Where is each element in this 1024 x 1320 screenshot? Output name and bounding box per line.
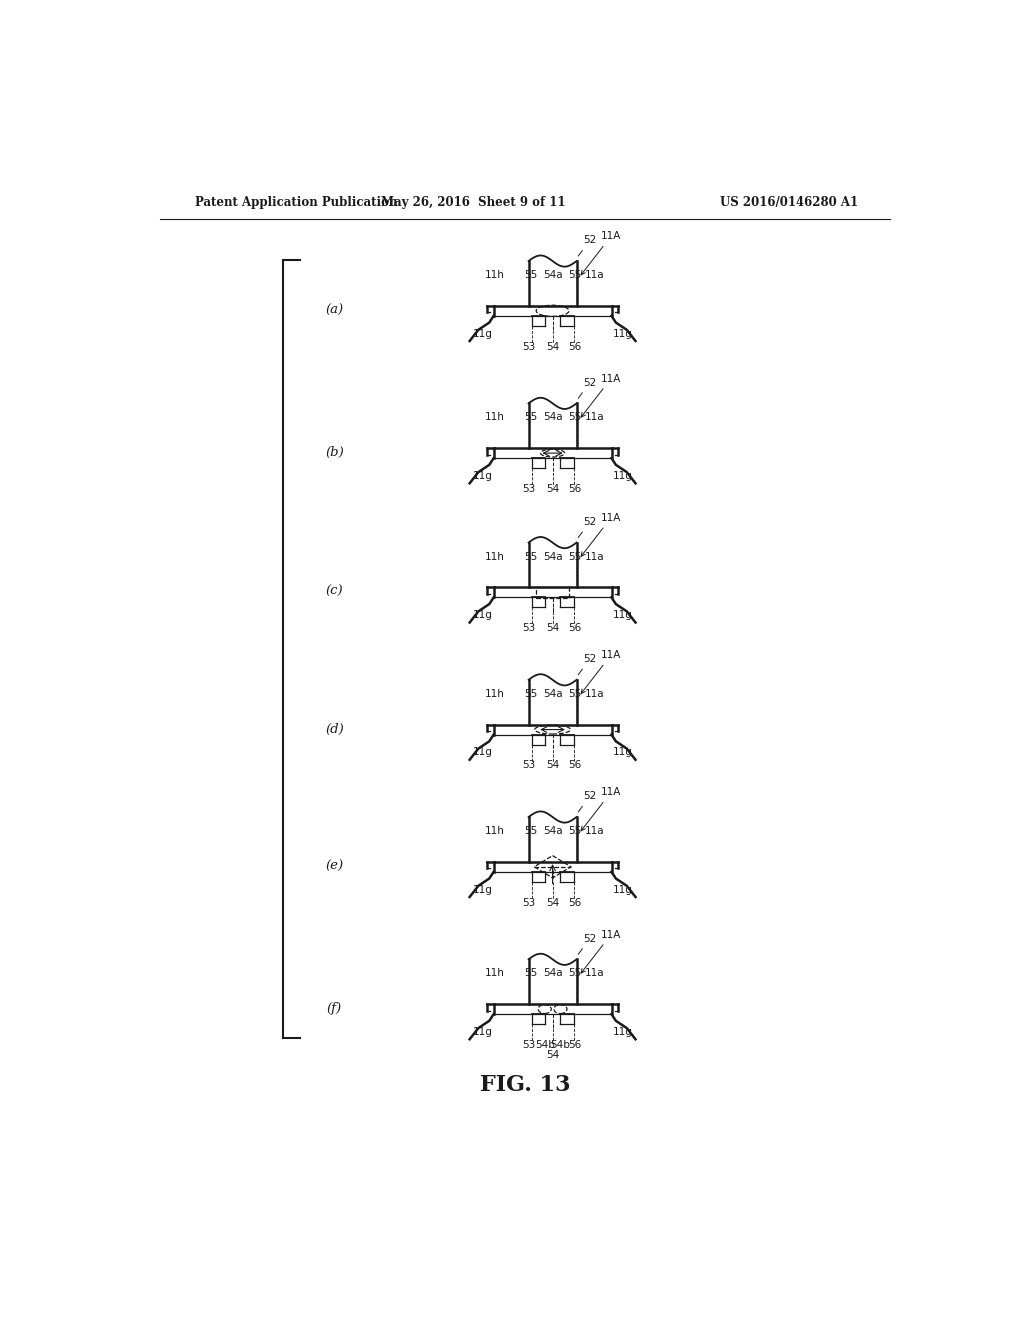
Text: 11g: 11g — [473, 1027, 493, 1038]
Text: 53: 53 — [522, 760, 536, 771]
Text: 52: 52 — [579, 933, 596, 954]
Text: 54a: 54a — [543, 826, 562, 836]
Text: 54b: 54b — [551, 1040, 570, 1049]
Text: 55: 55 — [567, 271, 581, 280]
Text: 11a: 11a — [585, 271, 604, 280]
Text: 52: 52 — [579, 517, 596, 537]
Text: May 26, 2016  Sheet 9 of 11: May 26, 2016 Sheet 9 of 11 — [381, 195, 565, 209]
Text: 54: 54 — [546, 623, 559, 634]
Text: 11g: 11g — [473, 610, 493, 620]
Text: 11g: 11g — [473, 747, 493, 758]
Text: 11A: 11A — [582, 651, 621, 693]
Text: 11a: 11a — [585, 826, 604, 836]
Text: 11g: 11g — [612, 610, 633, 620]
Text: (e): (e) — [326, 859, 343, 873]
Text: Patent Application Publication: Patent Application Publication — [196, 195, 398, 209]
Text: 55: 55 — [524, 271, 538, 280]
Text: 11A: 11A — [582, 513, 621, 556]
Text: 55: 55 — [567, 826, 581, 836]
Text: 11h: 11h — [484, 826, 505, 836]
Text: 53: 53 — [522, 342, 536, 351]
Text: 54: 54 — [546, 342, 559, 351]
Text: 55: 55 — [524, 969, 538, 978]
Text: 11g: 11g — [612, 747, 633, 758]
Text: 11A: 11A — [582, 374, 621, 417]
Text: 54: 54 — [546, 898, 559, 908]
Text: 52: 52 — [579, 235, 596, 256]
Text: 55: 55 — [567, 969, 581, 978]
Text: 54: 54 — [546, 484, 559, 494]
Text: 52: 52 — [579, 655, 596, 675]
Text: 52: 52 — [579, 378, 596, 399]
Text: 11A: 11A — [582, 231, 621, 275]
Text: 11g: 11g — [612, 884, 633, 895]
Text: 55: 55 — [567, 552, 581, 561]
Text: 11g: 11g — [612, 471, 633, 480]
Text: 55: 55 — [524, 689, 538, 698]
Text: 11g: 11g — [612, 1027, 633, 1038]
Text: 54a: 54a — [543, 969, 562, 978]
Text: 11g: 11g — [612, 329, 633, 339]
Text: (f): (f) — [327, 1002, 342, 1015]
Text: 11h: 11h — [484, 969, 505, 978]
Text: 11a: 11a — [585, 969, 604, 978]
Text: 11A: 11A — [582, 929, 621, 973]
Text: 54a: 54a — [543, 412, 562, 422]
Text: US 2016/0146280 A1: US 2016/0146280 A1 — [720, 195, 858, 209]
Text: 11h: 11h — [484, 412, 505, 422]
Text: 55: 55 — [567, 412, 581, 422]
Text: 53: 53 — [522, 484, 536, 494]
Text: 11h: 11h — [484, 271, 505, 280]
Text: 54: 54 — [546, 760, 559, 771]
Text: 56: 56 — [568, 623, 582, 634]
Text: 11A: 11A — [582, 788, 621, 830]
Text: 11h: 11h — [484, 552, 505, 561]
Text: 11g: 11g — [473, 884, 493, 895]
Text: (a): (a) — [326, 304, 343, 317]
Text: 11g: 11g — [473, 471, 493, 480]
Text: 54a: 54a — [543, 689, 562, 698]
Text: (c): (c) — [326, 585, 343, 598]
Text: 53: 53 — [522, 898, 536, 908]
Text: 11g: 11g — [473, 329, 493, 339]
Text: (b): (b) — [325, 446, 344, 459]
Text: FIG. 13: FIG. 13 — [479, 1074, 570, 1097]
Text: 53: 53 — [522, 1040, 536, 1049]
Text: 54b: 54b — [535, 1040, 555, 1049]
Text: 56: 56 — [568, 760, 582, 771]
Text: 55: 55 — [524, 826, 538, 836]
Text: 56: 56 — [568, 342, 582, 351]
Text: 55: 55 — [524, 412, 538, 422]
Text: 52: 52 — [579, 792, 596, 812]
Text: 54a: 54a — [543, 271, 562, 280]
Text: (d): (d) — [325, 722, 344, 735]
Text: 56: 56 — [568, 484, 582, 494]
Text: 54: 54 — [546, 1049, 559, 1060]
Text: 54a: 54a — [543, 552, 562, 561]
Text: 11a: 11a — [585, 689, 604, 698]
Text: 55: 55 — [567, 689, 581, 698]
Text: 56: 56 — [568, 1040, 582, 1049]
Text: 53: 53 — [522, 623, 536, 634]
Text: 11h: 11h — [484, 689, 505, 698]
Text: 11a: 11a — [585, 412, 604, 422]
Text: 56: 56 — [568, 898, 582, 908]
Text: 11a: 11a — [585, 552, 604, 561]
Text: 55: 55 — [524, 552, 538, 561]
